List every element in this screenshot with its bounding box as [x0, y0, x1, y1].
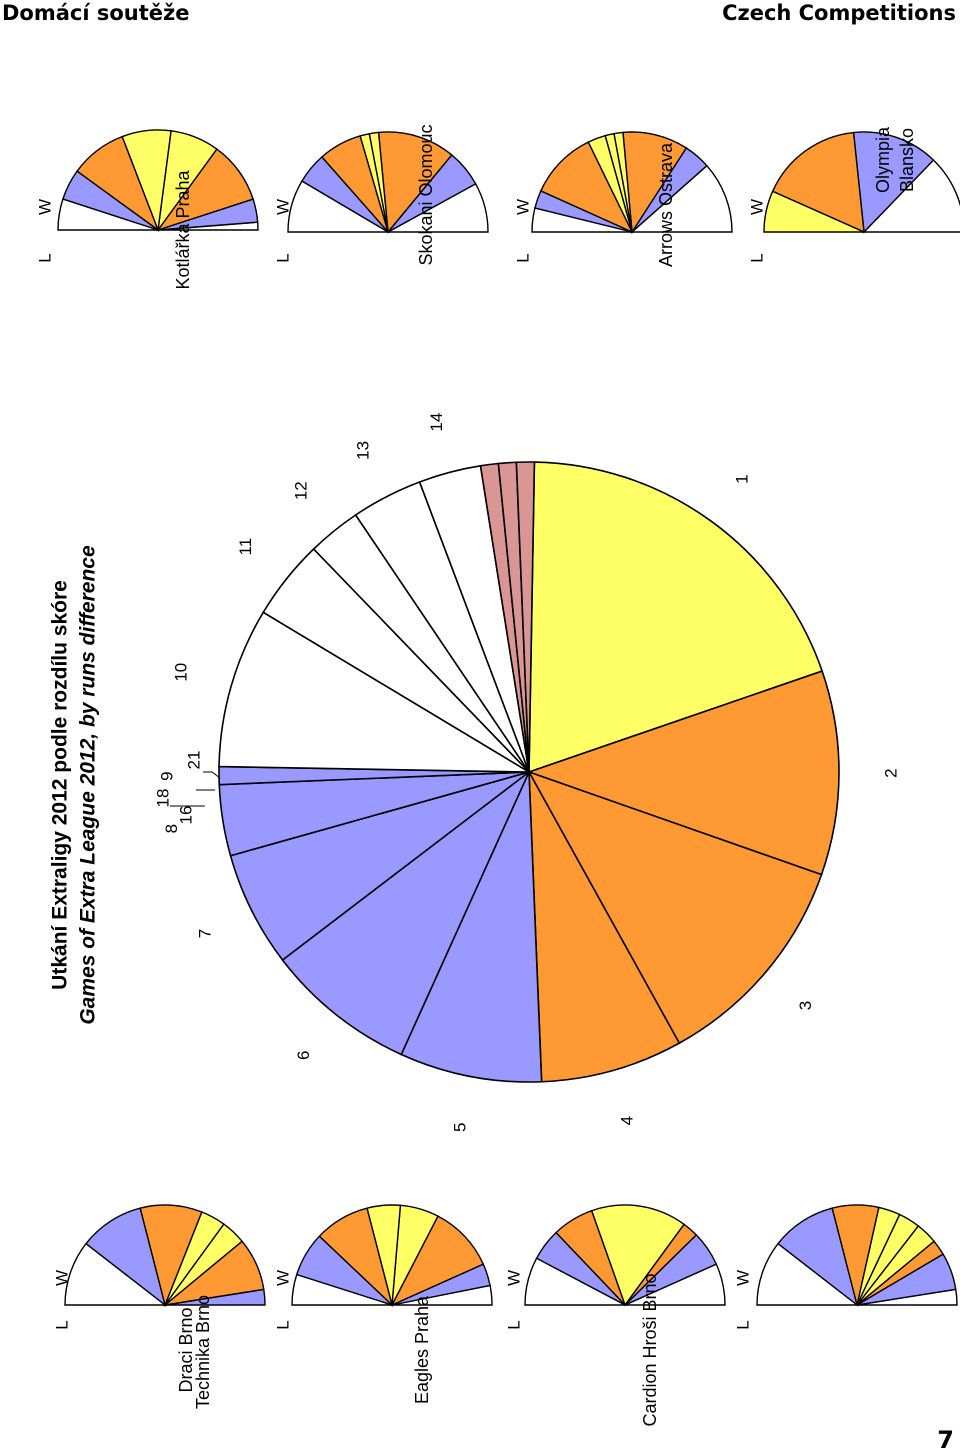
team-pie-slice: [763, 190, 865, 233]
team-pie-olympia: [763, 131, 960, 234]
main-pie-label-5: 5: [450, 1123, 469, 1132]
team-pie-slice: [630, 164, 733, 233]
team-pie-eagles-praha: [291, 1204, 493, 1308]
team-name-line2: Blansko: [897, 128, 917, 192]
main-pie-slice-21: [515, 461, 536, 773]
legend-label-l: L: [748, 253, 767, 262]
main-pie-label-8: 8: [162, 824, 181, 833]
main-pie-slice-3: [527, 770, 823, 1045]
main-pie: [170, 461, 840, 1083]
team-pie-slice: [64, 1242, 168, 1306]
legend-label-l: L: [53, 1320, 72, 1329]
legend-label-l: L: [514, 253, 533, 262]
main-pie-label-1: 1: [732, 474, 751, 483]
main-pie-label-4: 4: [617, 1116, 636, 1125]
team-name: Skokani Olomouc: [416, 124, 436, 265]
legend-label-l: L: [505, 1320, 524, 1329]
main-chart-title: Utkání Extraligy 2012 podle rozdílu skór…: [49, 580, 72, 990]
main-pie-label-14: 14: [427, 413, 446, 432]
legend-label-w: W: [53, 1270, 72, 1286]
legend-label-l: L: [734, 1320, 753, 1329]
main-pie-slice-4: [528, 771, 681, 1083]
main-pie-label-3: 3: [796, 1001, 815, 1010]
team-pie-slice: [862, 159, 960, 233]
main-pie-label-10: 10: [172, 663, 191, 682]
page-number: 7: [937, 1426, 954, 1454]
main-pie-slice-5: [400, 771, 543, 1083]
legend-label-w: W: [36, 199, 55, 215]
main-pie-slice-6: [281, 771, 530, 1056]
team-pie-slice: [771, 131, 865, 234]
team-name: Olympia: [873, 126, 893, 193]
main-pie-label-7: 7: [196, 929, 215, 938]
team-name: Technika Brno: [193, 1295, 213, 1409]
main-pie-slice-1: [528, 461, 824, 774]
legend-label-w: W: [514, 199, 533, 215]
legend-label-l: L: [274, 253, 293, 262]
team-pie-draci-brno: [64, 1204, 266, 1308]
team-pie-slice: [287, 180, 391, 233]
main-pie-label-13: 13: [353, 441, 372, 460]
team-pie-slice: [539, 141, 634, 234]
legend-label-w: W: [274, 1270, 293, 1286]
team-name: Arrows Ostrava: [656, 142, 676, 267]
team-pie-slice: [531, 207, 633, 233]
team-pie-slice: [852, 131, 935, 234]
team-pie-slice: [756, 1242, 860, 1306]
team-pie-kotl-ka-praha: [57, 129, 259, 232]
main-pie-label-9: 9: [158, 771, 177, 780]
main-pie-label-18: 18: [154, 789, 173, 808]
main-pie-label-16: 16: [177, 806, 196, 825]
team-pie-slice: [57, 198, 159, 231]
team-pie-slice: [390, 1215, 485, 1307]
legend-label-w: W: [748, 199, 767, 215]
main-pie-label-12: 12: [292, 481, 311, 500]
team-pie-slice: [377, 131, 453, 234]
main-chart-subtitle: Games of Extra League 2012, by runs diff…: [77, 545, 100, 1025]
leader-line-21: [203, 771, 221, 779]
team-pie-technika-brno: [756, 1204, 958, 1307]
legend-label-l: L: [274, 1320, 293, 1329]
team-pie-slice: [590, 1204, 686, 1307]
main-pie-slice-2: [526, 670, 840, 876]
team-pie-skokani-olomouc: [287, 131, 489, 234]
team-name: Kotlářka Praha: [173, 169, 193, 289]
header-left-title: Domácí soutěže: [2, 1, 190, 25]
legend-label-w: W: [505, 1270, 524, 1286]
header-right-title: Czech Competitions: [722, 1, 956, 25]
main-pie-slice-10: [218, 611, 532, 773]
team-pie-slice: [291, 1273, 393, 1306]
team-pie-arrows-ostrava: [531, 131, 733, 235]
team-name: Cardion Hroši Brno: [640, 1273, 660, 1426]
team-name: Eagles Praha: [412, 1295, 432, 1404]
legend-label-l: L: [36, 253, 55, 262]
team-name: Draci Brno: [176, 1307, 196, 1392]
main-pie-label-21: 21: [185, 751, 204, 770]
main-pie-label-2: 2: [882, 768, 901, 777]
team-pie-slice: [524, 1257, 626, 1306]
legend-label-w: W: [734, 1270, 753, 1286]
team-pie-cardion-hro-i-brno: [524, 1204, 726, 1307]
main-pie-label-6: 6: [294, 1051, 313, 1060]
legend-label-w: W: [274, 199, 293, 215]
main-pie-label-11: 11: [236, 538, 255, 556]
